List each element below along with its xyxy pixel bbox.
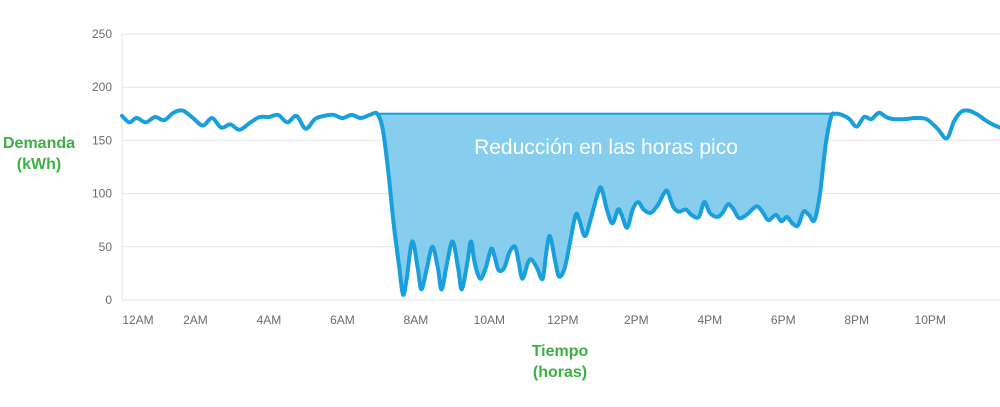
y-tick-label: 150 [92,133,112,147]
x-tick-label: 12AM [122,313,153,327]
x-axis-title-line2: (horas) [532,364,588,381]
x-axis-ticks: 12AM 2AM 4AM 6AM 8AM 10AM 12PM 2PM 4PM 6PM 8PM 10PM [122,313,946,327]
x-tick-label: 4AM [257,313,282,327]
x-tick-label: 8AM [404,313,429,327]
y-tick-label: 100 [92,187,112,201]
x-tick-label: 8PM [844,313,869,327]
y-axis-title-line2: (kWh) [16,156,62,173]
y-axis-title-line1: Demanda [2,135,76,152]
x-tick-label: 6AM [330,313,355,327]
x-axis-title: Tiempo (horas) [500,341,620,383]
x-tick-label: 2PM [624,313,649,327]
x-tick-label: 2AM [183,313,208,327]
y-axis-ticks: 0 50 100 150 200 250 [92,27,112,307]
x-tick-label: 6PM [771,313,796,327]
x-tick-label: 12PM [547,313,578,327]
y-tick-label: 50 [99,240,113,254]
y-tick-label: 0 [105,293,112,307]
x-tick-label: 4PM [697,313,722,327]
x-axis-title-line1: Tiempo [531,343,589,360]
reduction-annotation: Reducción en las horas pico [474,136,738,159]
y-tick-label: 250 [92,27,112,41]
x-tick-label: 10PM [915,313,946,327]
demand-series-line [120,108,1000,297]
y-tick-label: 200 [92,80,112,94]
y-axis-title: Demanda (kWh) [0,133,78,175]
x-tick-label: 10AM [474,313,505,327]
